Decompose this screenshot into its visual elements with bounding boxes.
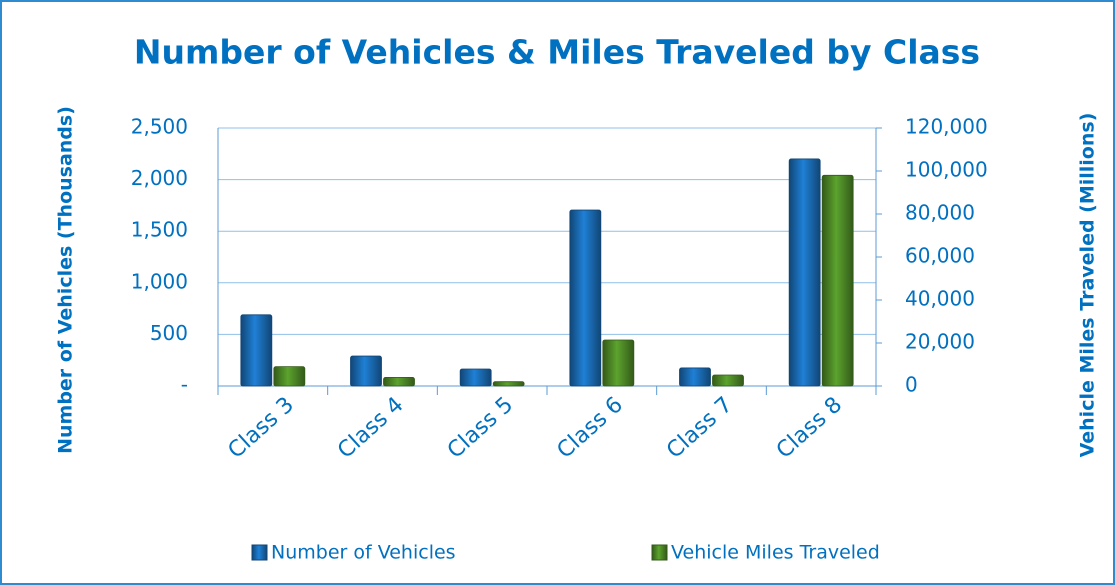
bar — [712, 374, 744, 387]
legend-label: Number of Vehicles — [271, 542, 456, 564]
bar — [821, 174, 854, 387]
y-tick-label: 1,000 — [131, 269, 188, 293]
y-tick-label: 1,500 — [131, 218, 188, 242]
chart-title: Number of Vehicles & Miles Traveled by C… — [134, 33, 980, 72]
bar — [602, 339, 635, 387]
y-axis-title: Number of Vehicles (Thousands) — [55, 106, 77, 454]
y2-tick-label: 40,000 — [905, 287, 975, 311]
legend-swatch — [651, 544, 668, 561]
y2-tick-label: 80,000 — [905, 201, 975, 225]
bar — [240, 314, 273, 387]
bar — [383, 376, 415, 387]
bar — [569, 209, 602, 387]
bar — [350, 355, 382, 387]
y-tick-label: 2,000 — [131, 166, 188, 190]
bar — [788, 158, 821, 387]
y2-tick-label: 60,000 — [905, 244, 975, 268]
y-tick-label: 2,500 — [131, 115, 188, 139]
y2-tick-label: 20,000 — [905, 330, 975, 354]
bar — [459, 368, 492, 387]
y2-tick-label: 100,000 — [905, 158, 988, 182]
bar — [679, 367, 711, 387]
y-tick-label: - — [181, 373, 188, 397]
legend-label: Vehicle Miles Traveled — [671, 542, 880, 564]
bar — [492, 381, 525, 387]
y2-tick-label: 0 — [905, 373, 918, 397]
y2-axis-title: Vehicle Miles Traveled (Millions) — [1077, 113, 1099, 458]
y-tick-label: 500 — [150, 321, 188, 345]
bar — [273, 366, 306, 387]
y2-tick-label: 120,000 — [905, 115, 988, 139]
legend-swatch — [251, 544, 268, 561]
